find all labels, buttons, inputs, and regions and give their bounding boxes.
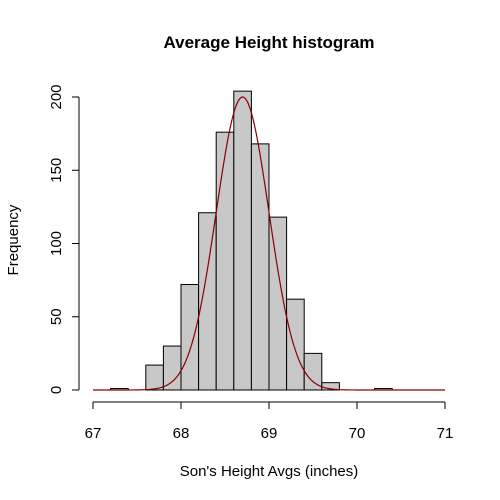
chart-title: Average Height histogram (164, 33, 375, 52)
density-curve (93, 96, 445, 391)
histogram-bar-12 (303, 352, 323, 391)
histogram-bar-9 (250, 143, 270, 391)
y-tick-label-2: 100 (48, 231, 65, 256)
histogram-bar-8 (233, 90, 252, 391)
y-axis: 0 50 100 150 200 (48, 84, 80, 394)
bars-group (110, 90, 393, 391)
histogram-bar-11 (286, 298, 305, 391)
x-axis: 67 68 69 70 71 (85, 401, 454, 442)
histogram-bar-4 (162, 345, 182, 391)
x-tick-label-0: 67 (85, 425, 102, 442)
x-tick-label-1: 68 (173, 425, 190, 442)
x-tick-label-4: 71 (437, 425, 454, 442)
x-tick-label-3: 70 (349, 425, 366, 442)
histogram-bar-5 (180, 284, 200, 391)
histogram-bar-7 (215, 131, 235, 391)
y-axis-label: Frequency (5, 204, 22, 275)
y-tick-label-0: 0 (48, 386, 65, 394)
x-tick-label-2: 69 (261, 425, 278, 442)
x-axis-label: Son's Height Avgs (inches) (180, 463, 359, 480)
histogram-bar-3 (145, 364, 164, 391)
y-tick-label-1: 50 (48, 308, 65, 325)
y-tick-label-4: 200 (48, 84, 65, 109)
y-tick-label-3: 150 (48, 158, 65, 183)
